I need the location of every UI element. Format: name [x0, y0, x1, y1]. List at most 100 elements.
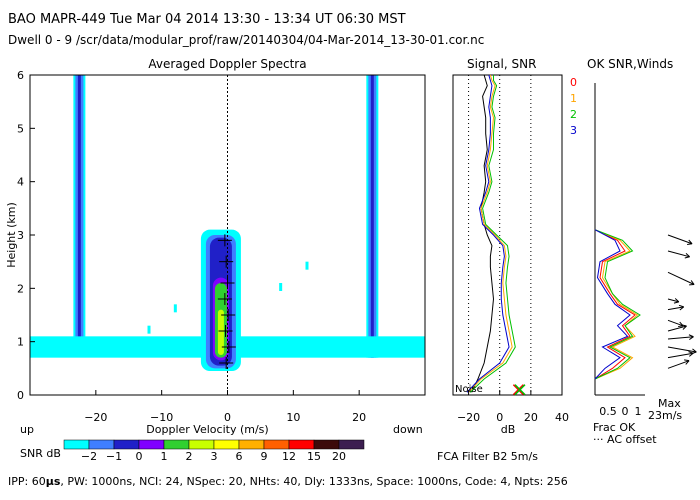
spectra-title: Averaged Doppler Spectra — [148, 57, 306, 71]
wind-arrowhead-5 — [678, 321, 684, 328]
colorbar-cell-8 — [263, 439, 290, 450]
colorbar-cell-11 — [338, 439, 365, 450]
frac-series-2 — [594, 229, 641, 380]
max-value-label: 23m/s — [648, 409, 682, 422]
interference-line-left-core — [77, 75, 81, 355]
colorbar-label: SNR dB — [20, 447, 61, 460]
spectra-ytick-label: 3 — [17, 229, 24, 242]
wind-arrowhead-2 — [691, 348, 697, 355]
noise-marker-0 — [512, 384, 524, 396]
colorbar-cell-2 — [113, 439, 140, 450]
colorbar-cell-7 — [238, 439, 265, 450]
down-label: down — [393, 423, 423, 436]
colorbar-cell-0 — [63, 439, 90, 450]
frac-series-0 — [594, 229, 636, 380]
wind-arrow-10 — [667, 234, 693, 245]
frac-series-1 — [594, 229, 639, 380]
frac-xtick-label: 0.5 — [599, 405, 617, 418]
wind-arrow-7 — [667, 298, 679, 303]
wind-arrow-5 — [667, 319, 684, 327]
spectra-xtick-label: −10 — [150, 411, 173, 424]
noise-marker-1 — [514, 384, 526, 396]
spectra-ylabel: Height (km) — [5, 202, 18, 268]
spectra-ytick-label: 6 — [17, 69, 24, 82]
max-label: Max — [658, 397, 681, 410]
footer-ipp-unit: μs — [45, 475, 61, 488]
wind-arrow-9 — [667, 250, 690, 258]
noise-label: Noise — [455, 384, 483, 395]
colorbar-tick-label: −1 — [106, 450, 122, 463]
spectra-xtick-label: −20 — [84, 411, 107, 424]
spectra-ytick-label: 4 — [17, 176, 24, 189]
wind-arrow-3 — [667, 336, 694, 340]
wind-arrow-8 — [667, 271, 695, 285]
snr-xtick-label: 0 — [496, 411, 503, 424]
spectra-xlabel: Doppler Velocity (m/s) — [146, 423, 268, 436]
colorbar-cell-3 — [138, 439, 165, 450]
colorbar-tick-label: 2 — [186, 450, 193, 463]
spectra-xtick-label: 10 — [286, 411, 300, 424]
wind-arrowhead-3 — [688, 334, 694, 340]
spectra-speckle-0 — [147, 325, 151, 334]
spectra-ytick-label: 0 — [17, 389, 24, 402]
snr-xtick-label: 20 — [524, 411, 538, 424]
filter-label: FCA Filter B2 5m/s — [437, 450, 538, 463]
wind-arrowhead-10 — [687, 239, 693, 246]
series-legend-0: 0 — [570, 76, 577, 89]
series-legend-3: 3 — [570, 124, 577, 137]
colorbar-cell-5 — [188, 439, 215, 450]
wind-arrow-0 — [667, 360, 690, 369]
snr-xlabel: dB — [501, 423, 516, 436]
spectra-ytick-label: 2 — [17, 282, 24, 295]
interference-line-right-core — [370, 75, 374, 358]
frac-series-3 — [594, 229, 631, 380]
snr-series-1 — [468, 74, 513, 393]
series-legend-2: 2 — [570, 108, 577, 121]
snr-xtick-label: 40 — [555, 411, 569, 424]
wind-arrow-4 — [667, 325, 687, 332]
frac-xtick-label: 1 — [635, 405, 642, 418]
spectra-ytick-label: 5 — [17, 122, 24, 135]
colorbar-tick-label: 20 — [332, 450, 346, 463]
snr-series-3 — [466, 74, 510, 393]
colorbar-cell-6 — [213, 439, 240, 450]
wind-arrow-6 — [667, 306, 684, 311]
colorbar-tick-label: 0 — [136, 450, 143, 463]
snr-axes-frame — [452, 74, 563, 396]
wind-arrowhead-8 — [689, 280, 695, 286]
wind-arrowhead-6 — [678, 304, 685, 311]
wind-arrowhead-0 — [684, 359, 690, 365]
snr-series-2 — [469, 75, 516, 393]
colorbar-tick-label: 12 — [282, 450, 296, 463]
up-label: up — [20, 423, 34, 436]
spectra-ytick-label: 1 — [17, 336, 24, 349]
header-title: BAO MAPR-449 Tue Mar 04 2014 13:30 - 13:… — [8, 12, 406, 27]
wind-arrowhead-7 — [673, 298, 680, 304]
colorbar-tick-label: −2 — [81, 450, 97, 463]
footer-rest: , PW: 1000ns, NCI: 24, NSpec: 20, NHts: … — [60, 475, 568, 488]
precip-contour-5 — [217, 309, 224, 355]
snr-xtick-label: −20 — [457, 411, 480, 424]
footer-params: IPP: 60μs, PW: 1000ns, NCI: 24, NSpec: 2… — [8, 475, 568, 489]
wind-arrowhead-9 — [684, 252, 690, 259]
spectra-xtick-label: 20 — [352, 411, 366, 424]
colorbar-tick-label: 6 — [236, 450, 243, 463]
colorbar-cell-1 — [88, 439, 115, 450]
colorbar-tick-label: 9 — [261, 450, 268, 463]
spectra-speckle-1 — [173, 304, 177, 313]
header-file: Dwell 0 - 9 /scr/data/modular_prof/raw/2… — [8, 33, 485, 47]
spectra-speckle-2 — [279, 283, 283, 291]
winds-title: OK SNR,Winds — [587, 57, 673, 71]
frac-xtick-label: 0 — [622, 405, 629, 418]
colorbar-tick-label: 1 — [161, 450, 168, 463]
spectra-xtick-label: 0 — [224, 411, 231, 424]
colorbar-cell-4 — [163, 439, 190, 450]
footer-ipp: IPP: 60 — [8, 475, 46, 488]
wind-arrow-1 — [667, 352, 694, 359]
colorbar-tick-label: 3 — [211, 450, 218, 463]
frac-ok-label: Frac OK — [593, 421, 636, 434]
colorbar-cell-9 — [288, 439, 315, 450]
colorbar-cell-10 — [313, 439, 340, 450]
colorbar-tick-label: 15 — [307, 450, 321, 463]
